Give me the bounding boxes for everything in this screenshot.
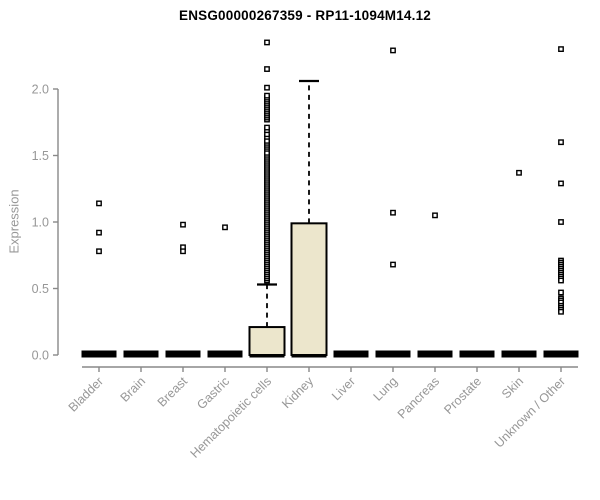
- y-tick-label: 1.5: [32, 149, 49, 163]
- median-zero-bar: [165, 350, 201, 358]
- y-tick-label: 0.0: [32, 349, 49, 363]
- outlier-point: [264, 124, 270, 131]
- outlier-point: [180, 221, 186, 228]
- outlier-point: [264, 92, 270, 99]
- outlier-point: [558, 139, 564, 146]
- median-zero-bar: [81, 350, 117, 358]
- median-zero-bar: [459, 350, 495, 358]
- outlier-point: [390, 209, 396, 216]
- median-zero-bar: [501, 350, 537, 358]
- outlier-point: [264, 39, 270, 46]
- outlier-point: [390, 261, 396, 268]
- outlier-point: [558, 289, 564, 296]
- median-zero-bar: [333, 350, 369, 358]
- y-tick-label: 1.0: [32, 216, 49, 230]
- x-tick-label: Lung: [371, 374, 401, 404]
- outlier-point: [558, 308, 564, 315]
- x-tick-label: Brain: [118, 374, 149, 405]
- outlier-point: [96, 248, 102, 255]
- x-tick-label: Gastric: [194, 374, 232, 412]
- box: [290, 222, 328, 356]
- box: [248, 326, 286, 357]
- chart-title: ENSG00000267359 - RP11-1094M14.12: [178, 8, 432, 23]
- x-tick-label: Skin: [499, 374, 526, 401]
- outlier-point: [222, 224, 228, 231]
- outlier-point: [558, 180, 564, 187]
- outlier-point: [264, 66, 270, 72]
- y-tick-label: 2.0: [32, 83, 49, 97]
- median-zero-bar: [207, 350, 243, 358]
- median-zero-bar: [123, 350, 159, 358]
- x-tick-label: Liver: [329, 374, 358, 403]
- y-tick-label: 0.5: [32, 282, 49, 296]
- outlier-point: [180, 248, 186, 255]
- x-tick-label: Bladder: [66, 374, 106, 414]
- outlier-point: [264, 84, 270, 91]
- x-tick-label: Pancreas: [395, 374, 442, 421]
- x-tick-label: Kidney: [279, 374, 316, 411]
- x-tick-label: Hematopoietic cells: [188, 374, 275, 461]
- outlier-point: [432, 212, 438, 219]
- median-zero-bar: [417, 350, 453, 358]
- median-zero-bar: [543, 350, 579, 358]
- x-tick-label: Prostate: [441, 374, 484, 417]
- outlier-point: [390, 47, 396, 54]
- outlier-point: [516, 169, 522, 176]
- outlier-point: [558, 277, 564, 284]
- outlier-point: [558, 46, 564, 53]
- median-zero-bar: [375, 350, 411, 358]
- outlier-point: [96, 229, 102, 236]
- x-tick-label: Unknown / Other: [492, 374, 568, 450]
- outlier-point: [96, 200, 102, 207]
- x-tick-label: Breast: [155, 374, 191, 410]
- outlier-point: [558, 219, 564, 225]
